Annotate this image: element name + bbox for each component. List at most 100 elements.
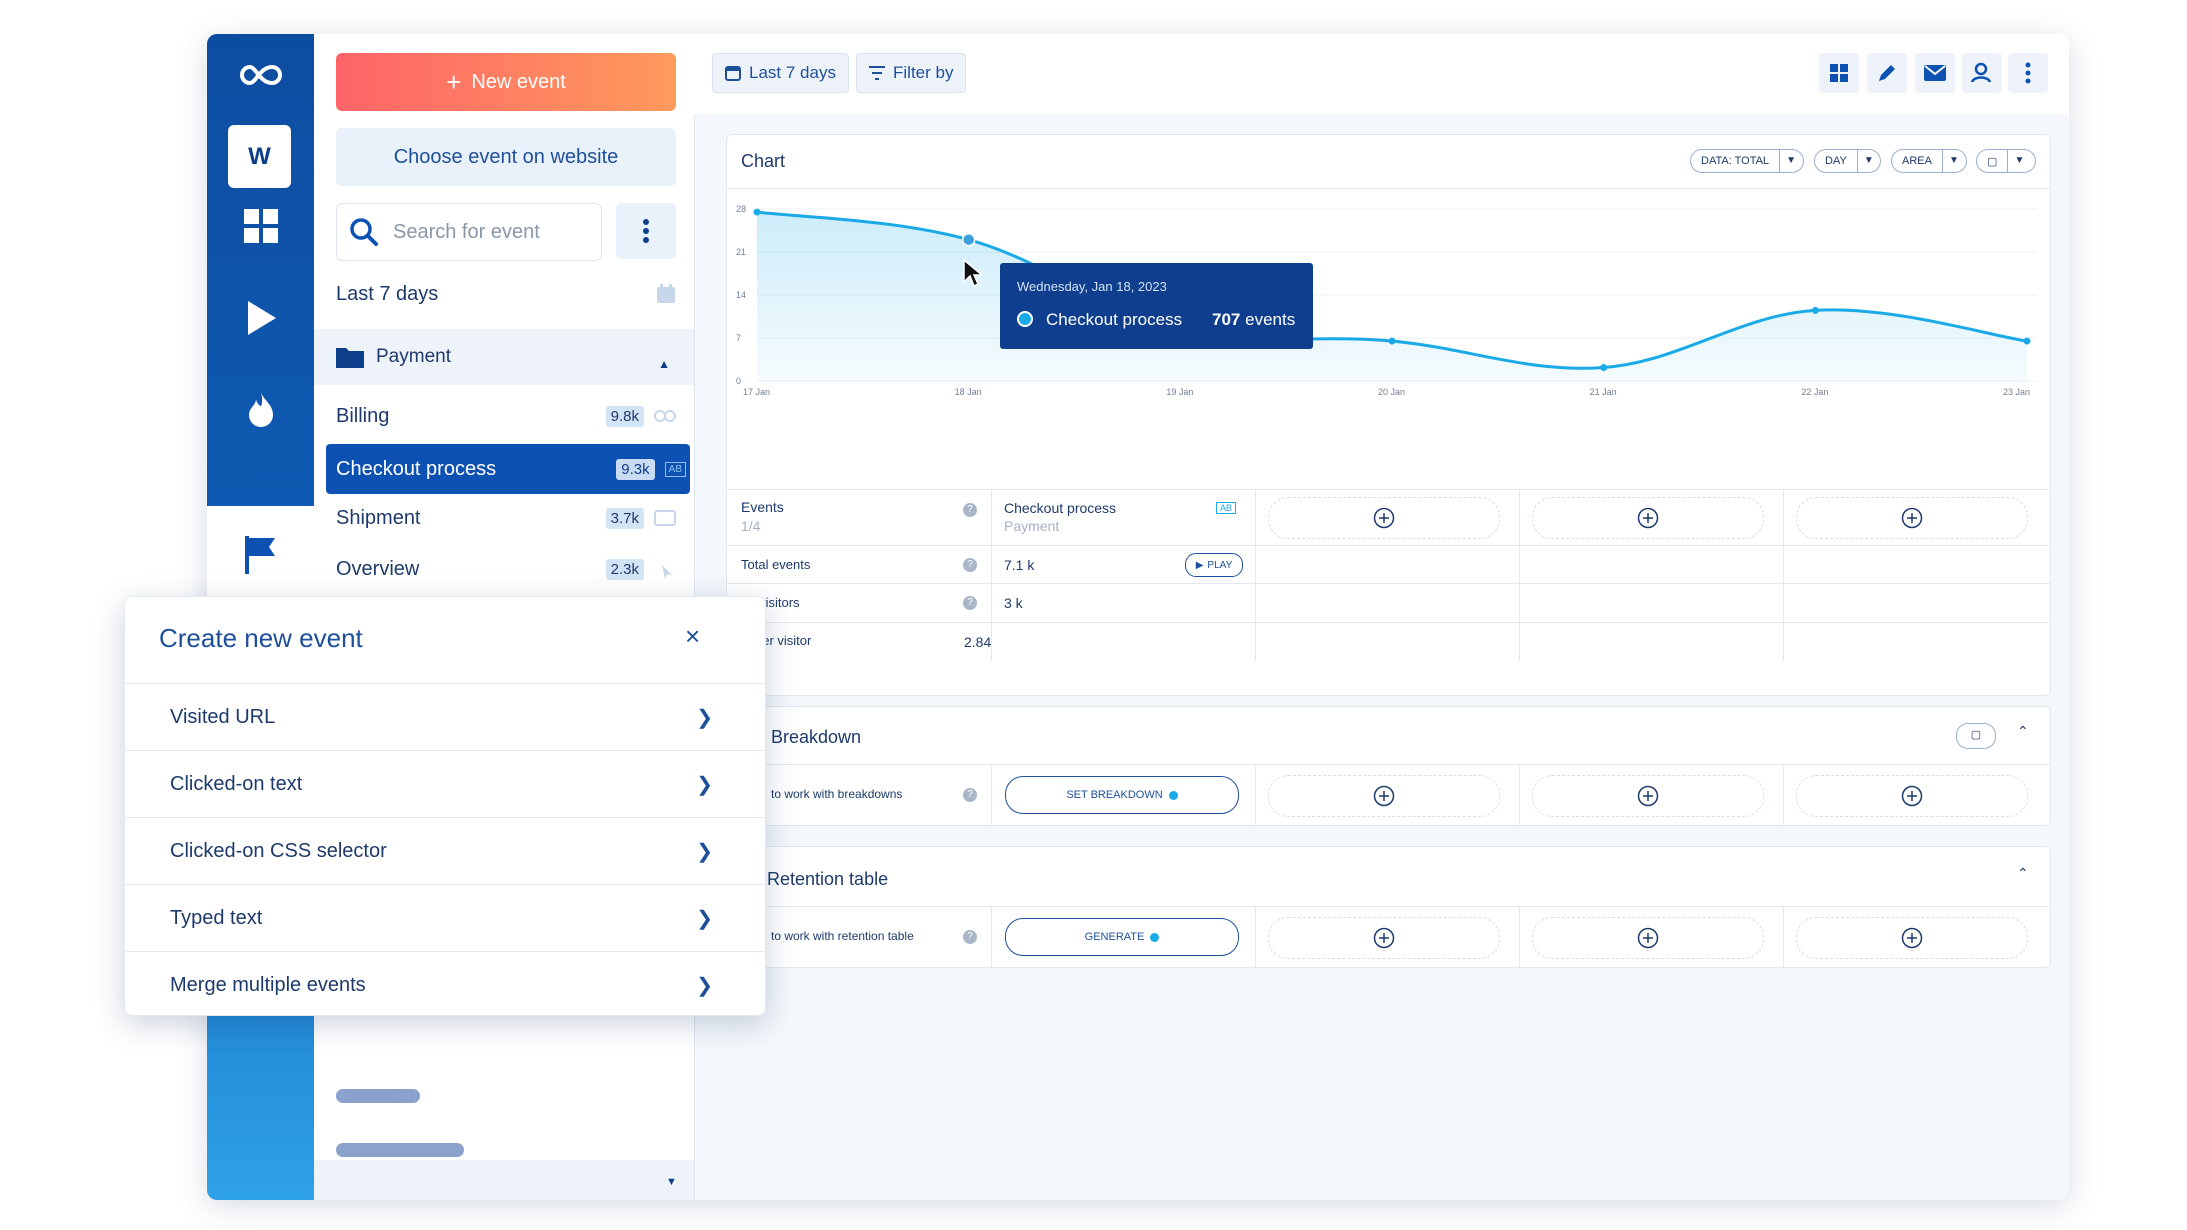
modal-option-typed-text[interactable]: Typed text ❯ [125,884,765,951]
add-breakdown-slot[interactable] [1532,775,1764,817]
chevron-right-icon: ❯ [696,773,713,796]
calendar-icon [725,66,741,81]
play-icon[interactable] [237,294,285,342]
table-event-name[interactable]: Checkout process [1004,500,1117,516]
add-retention-slot[interactable] [1796,917,2028,959]
scroll-down-caret-icon[interactable]: ▼ [666,1176,677,1188]
modal-option-visited-url[interactable]: Visited URL ❯ [125,683,765,750]
data-point[interactable] [1811,306,1819,314]
help-icon[interactable]: ? [963,930,977,944]
chevron-down-icon: ▼ [2007,150,2030,172]
add-event-slot[interactable] [1268,497,1500,539]
choose-event-button[interactable]: Choose event on website [336,128,676,186]
tooltip-unit: events [1245,310,1296,329]
add-breakdown-slot[interactable] [1268,775,1500,817]
new-event-button[interactable]: + New event [336,53,676,111]
generate-button[interactable]: GENERATE [1005,918,1239,956]
set-breakdown-button[interactable]: SET BREAKDOWN [1005,776,1239,814]
help-icon[interactable]: ? [963,503,977,517]
interval-dropdown[interactable]: DAY ▼ [1814,149,1881,173]
sidebar-more-button[interactable] [616,203,676,259]
x-tick-label: 22 Jan [1801,387,1828,397]
help-icon[interactable]: ? [963,788,977,802]
events-area-chart[interactable]: 0 7 14 21 28 17 Jan 18 Jan 19 Jan 20 Jan 21 Jan 22… [727,189,2050,489]
x-tick-label: 20 Jan [1378,387,1405,397]
data-point[interactable] [1600,363,1608,371]
play-button[interactable]: ▶ PLAY [1185,553,1243,577]
modal-option-css-selector[interactable]: Clicked-on CSS selector ❯ [125,817,765,884]
metric-label: Total events [741,557,811,572]
ab-test-icon: AB [1216,502,1237,514]
x-tick-label: 21 Jan [1590,387,1617,397]
dashboard-icon[interactable] [237,202,285,250]
metric-label: per visitor [755,633,812,648]
chart-type-dropdown[interactable]: AREA ▼ [1891,149,1967,173]
workspace-avatar[interactable]: W [228,125,291,188]
event-item-label: Shipment [336,506,421,529]
chevron-right-icon: ❯ [696,706,713,729]
add-retention-slot[interactable] [1532,917,1764,959]
data-point[interactable] [1388,337,1396,345]
collapse-caret-icon[interactable]: ▲ [658,357,670,371]
add-event-slot[interactable] [1532,497,1764,539]
filter-button[interactable]: Filter by [856,53,967,93]
y-tick-label: 0 [736,376,741,386]
data-point[interactable] [753,208,761,216]
edit-button[interactable] [1867,53,1907,93]
event-item-checkout-process[interactable]: Checkout process 9.3k AB [326,444,690,494]
sidebar-footer [314,1160,694,1200]
play-label: PLAY [1207,559,1233,571]
add-breakdown-slot[interactable] [1796,775,2028,817]
infinity-logo-icon[interactable] [238,60,284,90]
event-item-shipment[interactable]: Shipment 3.7k [336,495,676,541]
metric-value: 7.1 k [1004,557,1035,573]
document-icon: ▢ [1970,729,1982,741]
table-event-group: Payment [1004,518,1060,534]
close-icon[interactable]: × [685,621,701,651]
help-icon[interactable]: ? [963,596,977,610]
data-point[interactable] [2023,337,2031,345]
plus-circle-icon [1373,507,1395,529]
add-event-slot[interactable] [1796,497,2028,539]
date-range-button[interactable]: Last 7 days [712,53,849,93]
search-box [336,203,602,261]
add-retention-slot[interactable] [1268,917,1500,959]
play-icon: ▶ [1195,559,1204,571]
metric-value: 3 k [1004,595,1023,611]
chevron-right-icon: ❯ [696,974,713,997]
top-toolbar: Last 7 days Filter by [694,34,2069,114]
data-point[interactable] [961,232,976,247]
grid-view-button[interactable] [1819,53,1859,93]
event-count-badge: 3.7k [605,507,644,529]
more-options-button[interactable] [2008,53,2048,93]
breakdown-hint: to work with breakdowns [771,787,903,801]
share-button[interactable] [1962,53,2002,93]
event-item-billing[interactable]: Billing 9.8k [336,393,676,439]
modal-option-merge-events[interactable]: Merge multiple events ❯ [125,951,765,1018]
flag-icon[interactable] [237,531,285,579]
search-input[interactable] [391,219,595,245]
sidebar-date-range[interactable]: Last 7 days [336,274,676,314]
generate-label: GENERATE [1084,931,1145,943]
calendar-icon [657,284,675,303]
ab-test-icon: AB [664,461,686,477]
modal-option-clicked-text[interactable]: Clicked-on text ❯ [125,750,765,817]
tooltip-value-number: 707 [1212,310,1241,329]
modal-option-label: Clicked-on text [170,772,303,795]
help-icon[interactable]: ? [963,558,977,572]
collapse-chevron-icon[interactable]: ⌃ [2017,865,2029,881]
plus-circle-icon [1373,785,1395,807]
search-icon [350,218,378,246]
event-item-overview[interactable]: Overview 2.3k [336,546,676,592]
email-button[interactable] [1915,53,1955,93]
data-mode-dropdown[interactable]: DATA: TOTAL ▼ [1690,149,1804,173]
collapse-chevron-icon[interactable]: ⌃ [2017,723,2029,739]
event-item-label: Overview [336,557,420,580]
export-button[interactable]: ▢ [1956,723,1996,749]
export-dropdown[interactable]: ▢ ▼ [1976,149,2036,173]
flame-icon[interactable] [237,386,285,434]
grid-icon [1830,64,1848,82]
plus-circle-icon [1901,785,1923,807]
event-count-badge: 9.3k [616,458,655,480]
event-group-payment[interactable]: Payment ▲ [314,329,694,385]
